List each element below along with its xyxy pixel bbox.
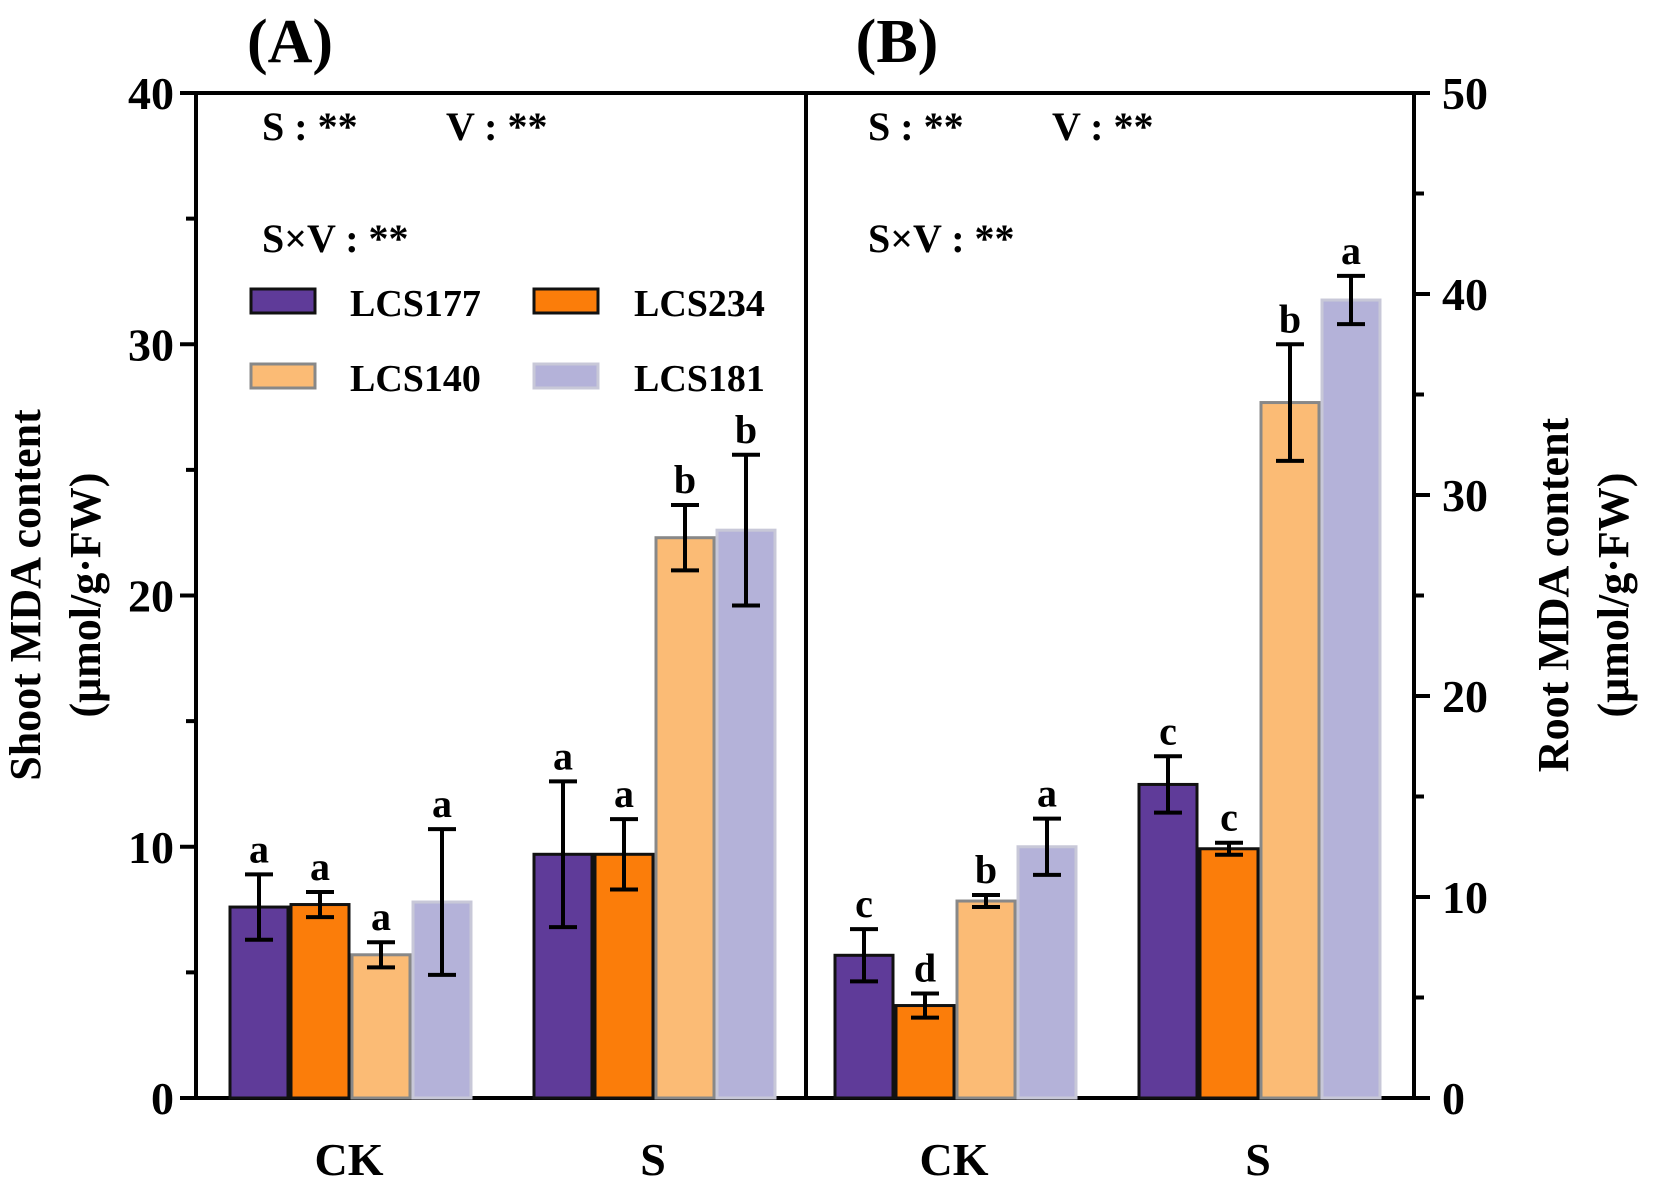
panel-b-ytick-label: 20	[1442, 671, 1488, 722]
panel-a-label: (A)	[247, 8, 333, 76]
panel-b-xtick-s: S	[1245, 1134, 1271, 1182]
panel-b: (B) 0 10 20 30 40 50 Root MDA content (μmol/g…	[804, 8, 1638, 1182]
panel-a-bar-lcs181-s	[715, 528, 777, 1100]
panel-a-significance-letter: b	[674, 457, 696, 502]
legend-label-lcs177: LCS177	[350, 283, 481, 325]
panel-a-xtick-ck: CK	[315, 1134, 384, 1182]
panel-a-ytick-label: 40	[128, 68, 174, 119]
legend-label-lcs234: LCS234	[634, 283, 765, 325]
panel-a-stat-sxv: S×V : **	[262, 216, 409, 261]
panel-b-bar-lcs177-s	[1137, 782, 1199, 1100]
panel-b-significance-letter: c	[1220, 795, 1238, 840]
panel-b-ytick-label: 10	[1442, 872, 1488, 923]
panel-b-y-title: Root MDA content (μmol/g·FW)	[1529, 417, 1638, 772]
panel-a-y-title: Shoot MDA content (μmol/g·FW)	[1, 409, 110, 781]
panel-a-ytick-label: 0	[151, 1073, 174, 1124]
legend-swatch-lcs177	[249, 287, 317, 315]
panel-b-bar-lcs140-s	[1259, 401, 1321, 1100]
panel-b-ytick-label: 30	[1442, 470, 1488, 521]
panel-b-ytick-label: 50	[1442, 68, 1488, 119]
panel-a-bar-lcs140-ck	[350, 953, 412, 1100]
panel-b-bar-lcs234-ck	[894, 1004, 956, 1100]
panel-a-ytick-label: 10	[128, 822, 174, 873]
panel-b-ytick-label: 0	[1442, 1073, 1465, 1124]
panel-b-label: (B)	[856, 8, 939, 76]
panel-b-xtick-ck: CK	[920, 1134, 989, 1182]
panel-b-significance-letter: b	[975, 847, 997, 892]
panel-a-significance-letter: a	[432, 781, 452, 826]
panel-a-ytick-label: 20	[128, 571, 174, 622]
panel-a-bar-lcs234-ck	[289, 903, 351, 1100]
panel-b-bar-lcs181-s	[1320, 298, 1382, 1100]
legend-swatch-lcs140	[249, 362, 317, 390]
panel-a: (A) 0 10 20 30 40 Shoot MDA content (μmol/g·…	[1, 8, 806, 1182]
panel-b-bar-lcs181-ck	[1016, 845, 1078, 1100]
panel-b-stat-sxv: S×V : **	[868, 216, 1015, 261]
panel-a-ytick-label: 30	[128, 319, 174, 370]
panel-b-stat-s: S : **	[868, 104, 964, 149]
panel-a-ylabel-line1: Shoot MDA content	[1, 409, 50, 781]
panel-b-ytick-label: 40	[1442, 269, 1488, 320]
legend-label-lcs181: LCS181	[634, 358, 765, 400]
panel-a-stat-s: S : **	[262, 104, 358, 149]
panel-a-stat-v: V : **	[446, 104, 547, 149]
panel-b-ylabel-line1: Root MDA content	[1529, 417, 1578, 772]
panel-b-ylabel-line2: (μmol/g·FW)	[1589, 473, 1638, 718]
legend-label-lcs140: LCS140	[350, 358, 481, 400]
legend: LCS177 LCS234 LCS140 LCS181	[249, 283, 765, 400]
panel-a-bar-lcs140-s	[654, 536, 716, 1100]
panel-a-y-ticks: 0 10 20 30 40	[128, 68, 196, 1124]
panel-b-y-ticks: 0 10 20 30 40 50	[1414, 68, 1488, 1124]
panel-b-significance-letter: b	[1279, 296, 1301, 341]
panel-a-significance-letter: a	[614, 771, 634, 816]
panel-a-significance-letter: a	[310, 844, 330, 889]
panel-b-significance-letter: c	[1159, 708, 1177, 753]
panel-a-xtick-s: S	[640, 1134, 666, 1182]
panel-b-significance-letter: d	[914, 945, 936, 990]
panel-b-significance-letter: c	[855, 881, 873, 926]
panel-b-significance-letter: a	[1037, 771, 1057, 816]
panel-b-bar-lcs234-s	[1198, 847, 1260, 1100]
panel-b-stat-v: V : **	[1052, 104, 1153, 149]
panel-a-significance-letter: a	[249, 826, 269, 871]
panel-a-ylabel-line2: (μmol/g·FW)	[61, 473, 110, 718]
legend-swatch-lcs181	[532, 362, 600, 390]
legend-swatch-lcs234	[532, 287, 600, 315]
panel-b-bar-lcs140-ck	[955, 899, 1017, 1100]
panel-a-significance-letter: a	[371, 894, 391, 939]
panel-a-significance-letter: b	[735, 407, 757, 452]
panel-b-significance-letter: a	[1341, 228, 1361, 273]
panel-a-significance-letter: a	[553, 733, 573, 778]
